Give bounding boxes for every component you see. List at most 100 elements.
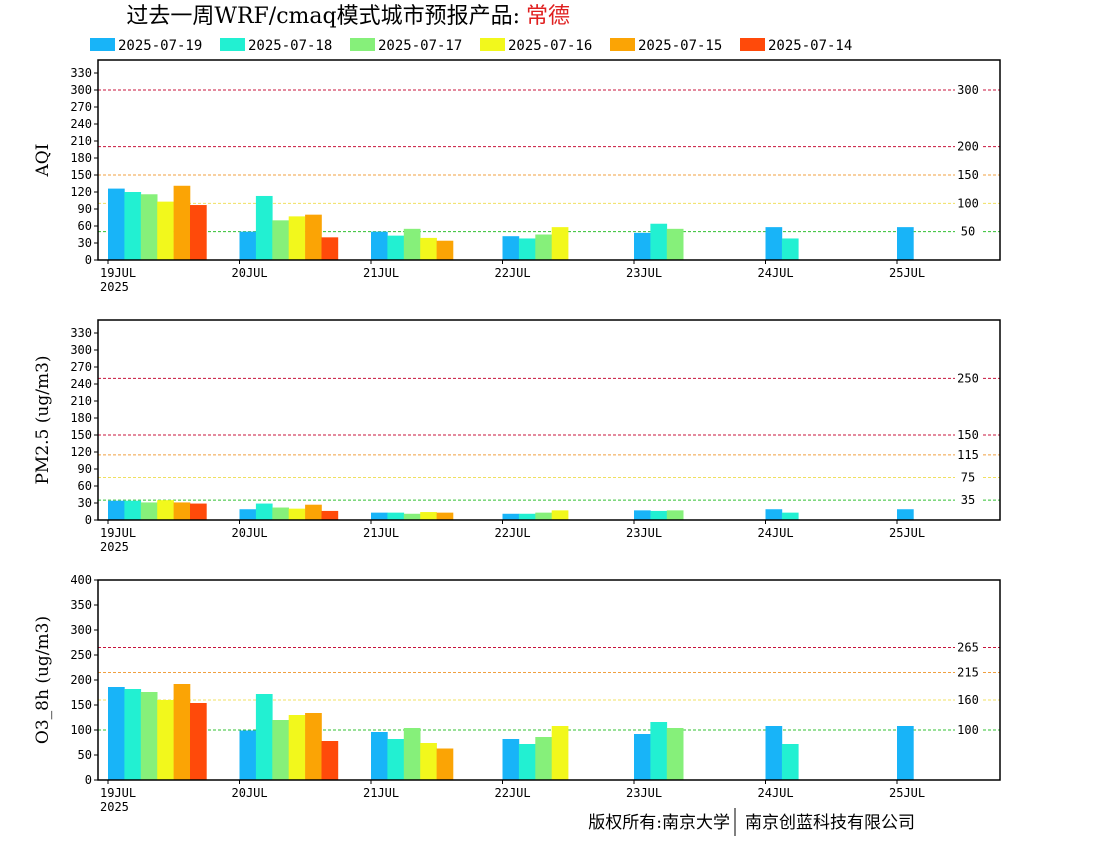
- x-tick-label: 25JUL: [889, 786, 925, 800]
- y-tick-label: 120: [70, 185, 92, 199]
- y-tick-label: 0: [85, 253, 92, 267]
- reference-label-bg: [955, 494, 981, 507]
- reference-label: 265: [957, 641, 979, 655]
- x-tick-label: 19JUL: [100, 266, 136, 280]
- y-tick-label: 210: [70, 394, 92, 408]
- y-tick-label: 60: [78, 219, 92, 233]
- legend-swatch: [350, 38, 375, 51]
- reference-label: 50: [961, 225, 975, 239]
- bar: [420, 237, 437, 260]
- reference-label: 215: [957, 666, 979, 680]
- bar: [157, 700, 174, 780]
- legend-swatch: [480, 38, 505, 51]
- bar: [387, 512, 405, 520]
- bar: [173, 684, 191, 780]
- bar: [666, 228, 684, 260]
- x-tick-label: 24JUL: [758, 786, 794, 800]
- bar: [239, 730, 257, 780]
- reference-label: 35: [961, 493, 975, 507]
- copyright-right: 南京创蓝科技有限公司: [745, 813, 915, 833]
- x-tick-label: 23JUL: [626, 266, 662, 280]
- x-tick-label: 20JUL: [232, 266, 268, 280]
- x-tick-label: 23JUL: [626, 526, 662, 540]
- x-tick-label: 20JUL: [232, 526, 268, 540]
- bar: [551, 726, 569, 780]
- bar: [781, 744, 799, 780]
- x-tick-label: 25JUL: [889, 526, 925, 540]
- bar: [436, 748, 454, 780]
- reference-label: 150: [957, 428, 979, 442]
- legend-swatch: [610, 38, 635, 51]
- x-tick-label: 19JUL: [100, 786, 136, 800]
- x-year-label: 2025: [100, 800, 129, 814]
- bar: [140, 692, 158, 780]
- bar: [897, 509, 914, 520]
- x-tick-label: 24JUL: [758, 266, 794, 280]
- y-tick-label: 30: [78, 236, 92, 250]
- bar: [634, 734, 651, 780]
- y-tick-label: 0: [85, 513, 92, 527]
- bar: [765, 227, 783, 260]
- x-tick-label: 20JUL: [232, 786, 268, 800]
- bar: [371, 512, 388, 520]
- bar: [535, 234, 552, 260]
- bar: [124, 500, 142, 520]
- bar: [272, 507, 289, 520]
- bar: [157, 500, 174, 520]
- reference-label: 150: [957, 168, 979, 182]
- bar: [321, 510, 339, 520]
- reference-label: 200: [957, 140, 979, 154]
- bar: [272, 720, 289, 780]
- x-tick-label: 21JUL: [363, 266, 399, 280]
- bar: [387, 235, 405, 260]
- reference-label-bg: [955, 666, 981, 679]
- legend-swatch: [740, 38, 765, 51]
- bar: [420, 743, 437, 780]
- reference-label-bg: [955, 84, 981, 96]
- y-tick-label: 210: [70, 134, 92, 148]
- bar: [650, 510, 668, 520]
- reference-label: 100: [957, 723, 979, 737]
- y-tick-label: 30: [78, 496, 92, 510]
- x-tick-label: 22JUL: [495, 526, 531, 540]
- x-tick-label: 22JUL: [495, 786, 531, 800]
- y-tick-label: 330: [70, 326, 92, 340]
- y-tick-label: 90: [78, 202, 92, 216]
- bar: [371, 732, 388, 780]
- figure-title: 过去一周WRF/cmaq模式城市预报产品:: [126, 4, 520, 29]
- reference-label-bg: [955, 724, 981, 736]
- y-tick-label: 270: [70, 100, 92, 114]
- reference-label: 115: [957, 448, 979, 462]
- y-tick-label: 180: [70, 151, 92, 165]
- y-tick-label: 50: [78, 748, 92, 762]
- legend-label: 2025-07-15: [638, 38, 722, 54]
- copyright: 版权所有:南京大学 南京创蓝科技有限公司: [588, 808, 915, 836]
- reference-label: 160: [957, 693, 979, 707]
- bar: [371, 231, 388, 260]
- reference-label-bg: [955, 225, 981, 238]
- bar: [288, 715, 306, 780]
- panel-o3: 265 215 160 100 0 50 100 150 200 250 300 350 400 19JU…: [33, 573, 1001, 814]
- legend-swatch: [90, 38, 115, 51]
- legend-label: 2025-07-17: [378, 38, 462, 54]
- plot-frame: [97, 59, 1001, 261]
- x-tick-label: 22JUL: [495, 266, 531, 280]
- chart-panels: 3002001501005003060901201501802102402703…: [33, 59, 1001, 814]
- bar: [666, 510, 684, 520]
- bar: [157, 201, 174, 260]
- bar: [551, 227, 569, 260]
- copyright-left: 版权所有:南京大学: [588, 813, 730, 833]
- bar: [502, 236, 520, 260]
- bar: [190, 703, 207, 780]
- y-axis-label: O3_8h (ug/m3): [33, 616, 53, 744]
- reference-label: 75: [961, 471, 975, 485]
- bar: [305, 504, 322, 520]
- legend: 2025-07-19 2025-07-18 2025-07-17 2025-07-16…: [90, 38, 852, 54]
- bar: [436, 240, 454, 260]
- y-tick-label: 120: [70, 445, 92, 459]
- bar: [239, 231, 257, 260]
- y-tick-label: 0: [85, 773, 92, 787]
- y-axis-label: PM2.5 (ug/m3): [33, 355, 53, 484]
- bar: [403, 513, 421, 520]
- bar: [173, 185, 191, 260]
